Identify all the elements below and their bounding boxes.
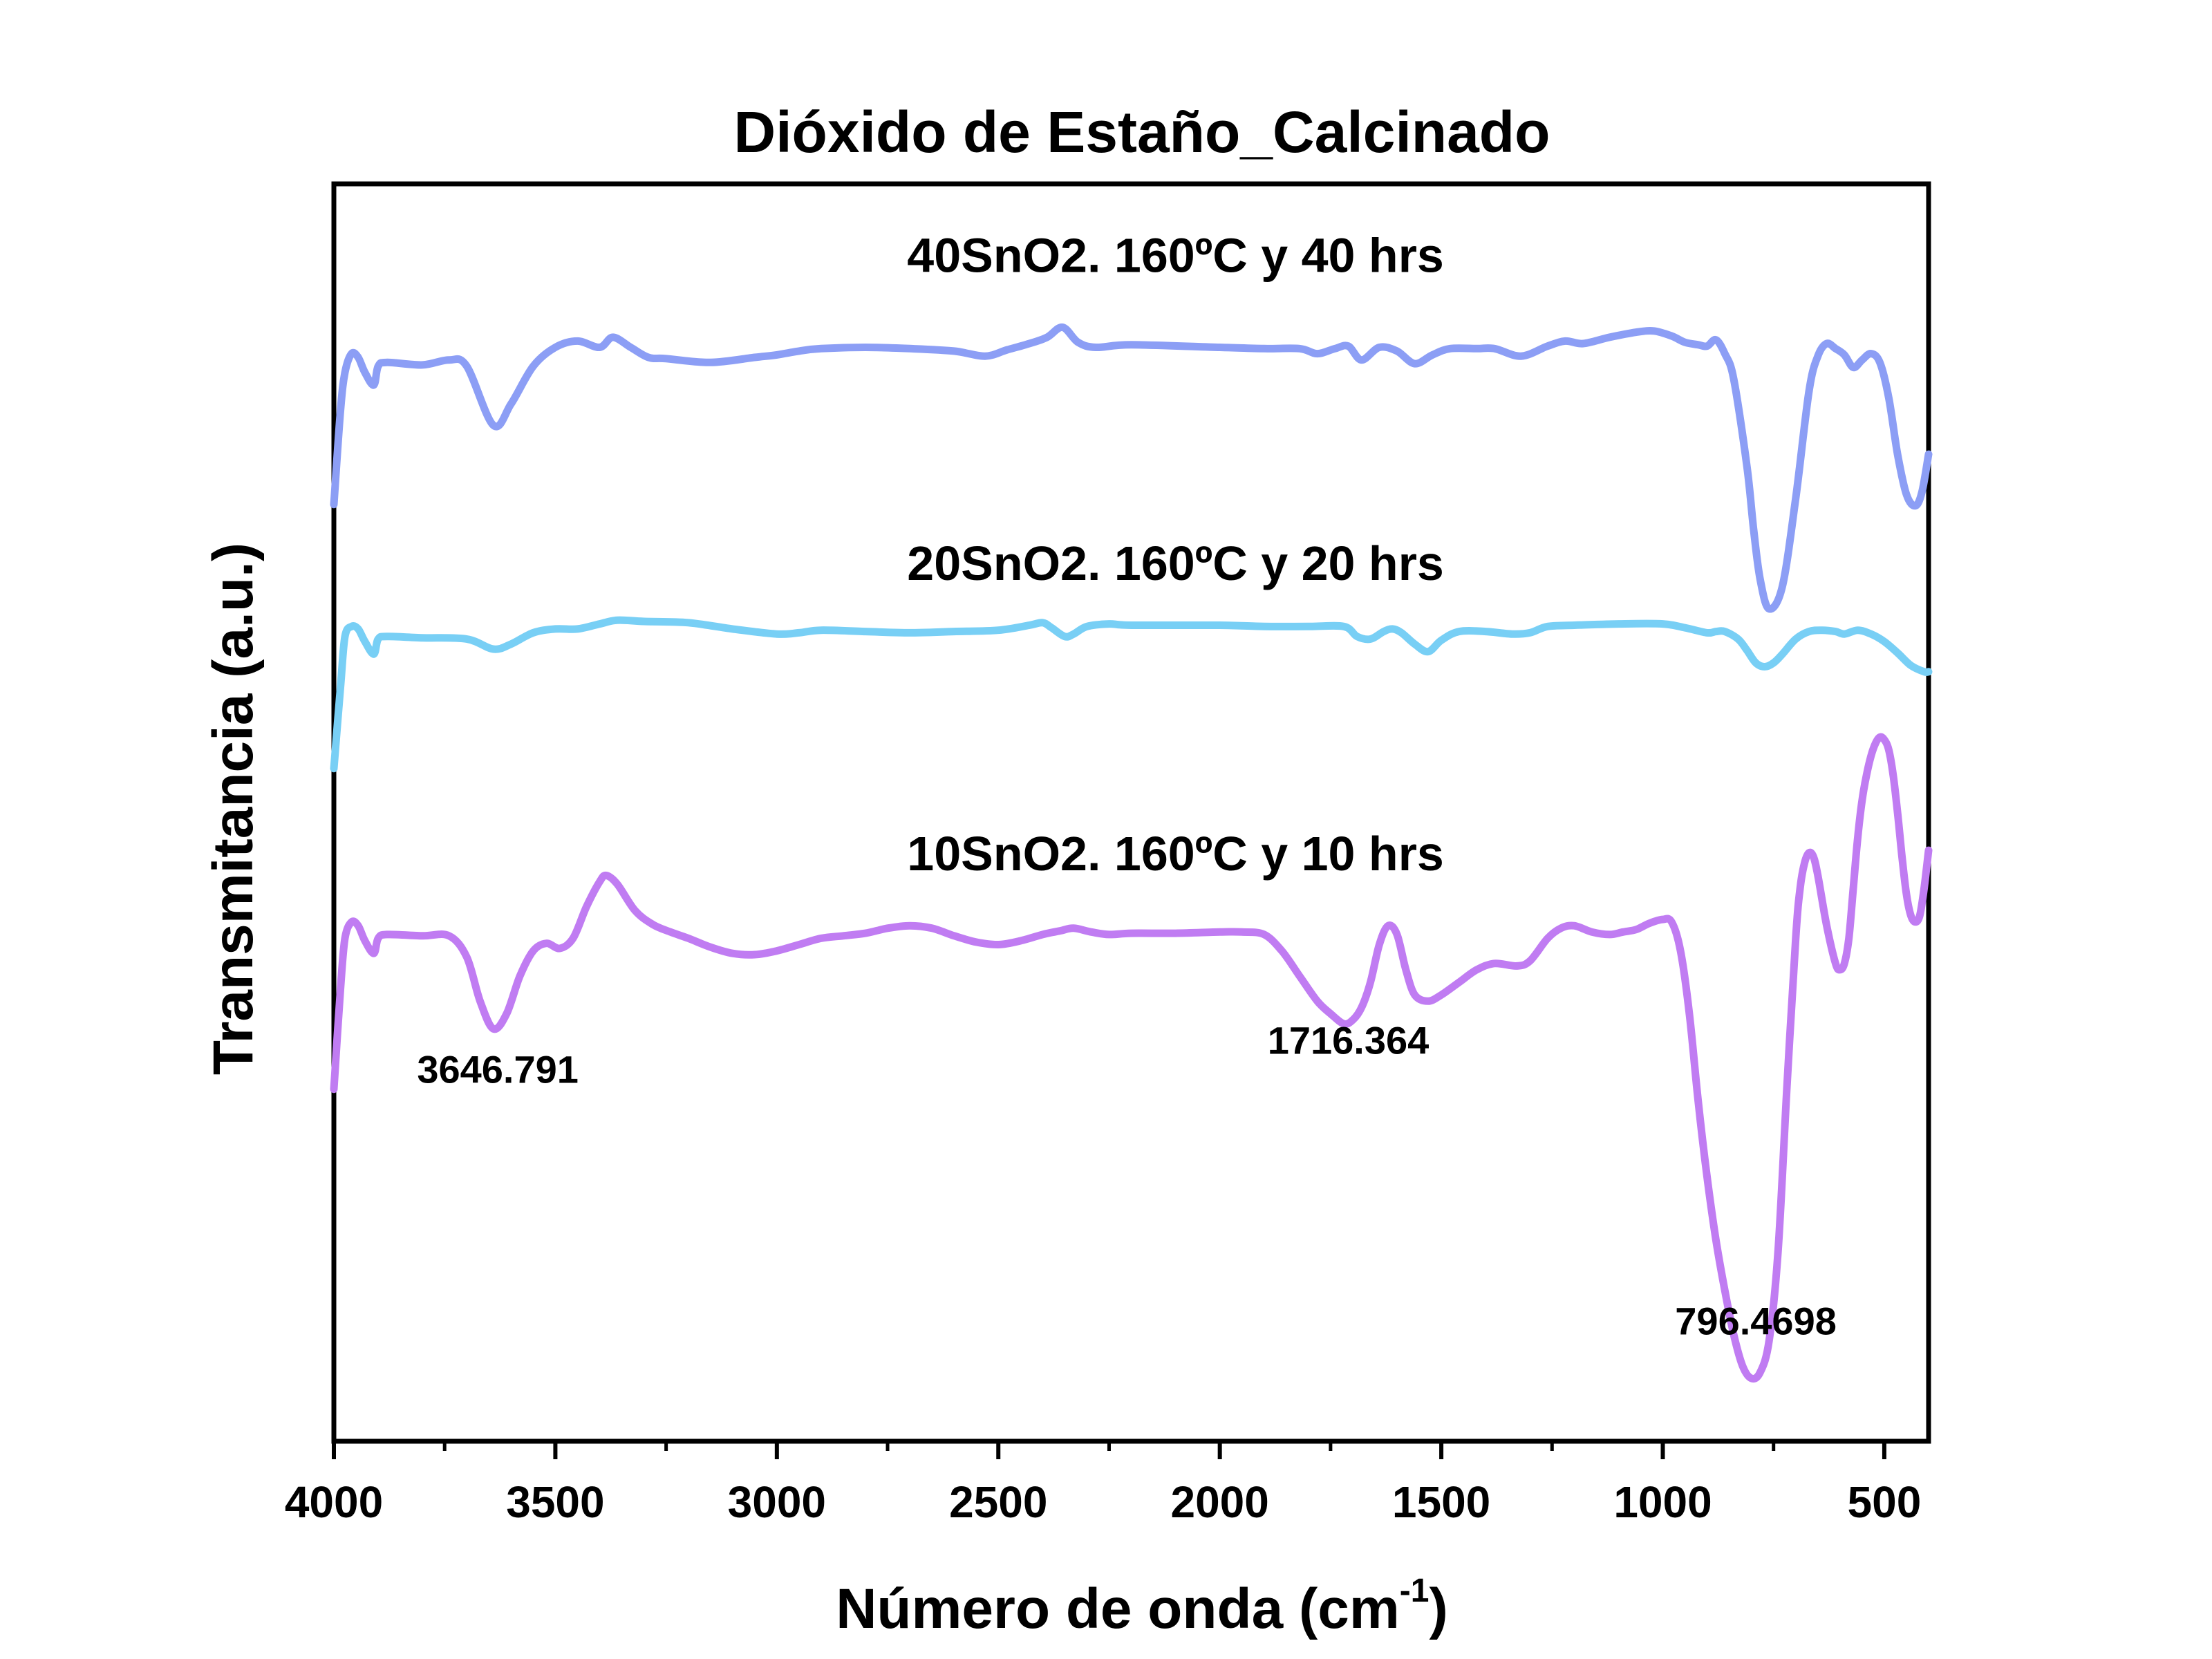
- series-10sno2-line: [330, 733, 1933, 1383]
- x-axis: 4000 3500 3000 2500 2000 1500 1000 500: [285, 1441, 1921, 1527]
- peak-label-796: 796.4698: [1675, 1299, 1837, 1342]
- x-axis-title-superscript: -1: [1400, 1573, 1430, 1609]
- series-label-20sno2: 20SnO2. 160ºC y 20 hrs: [907, 536, 1444, 590]
- x-tick-label: 1500: [1392, 1477, 1490, 1527]
- peak-label-3646: 3646.791: [417, 1048, 579, 1091]
- chart-title: Dióxido de Estaño_Calcinado: [734, 100, 1550, 165]
- series-40sno2-line: [330, 323, 1933, 613]
- series-layer: [330, 323, 1933, 1383]
- x-tick-label: 1000: [1613, 1477, 1712, 1527]
- plot-frame: [331, 181, 1931, 1444]
- series-label-10sno2: 10SnO2. 160ºC y 10 hrs: [907, 827, 1444, 881]
- x-axis-title: Número de onda (cm-1): [836, 1573, 1448, 1640]
- annotation-layer: 40SnO2. 160ºC y 40 hrs 20SnO2. 160ºC y 20…: [417, 228, 1837, 1342]
- x-tick-label: 4000: [285, 1477, 383, 1527]
- x-tick-label: 500: [1848, 1477, 1922, 1527]
- x-tick-label: 3000: [728, 1477, 826, 1527]
- x-tick-label: 2000: [1170, 1477, 1268, 1527]
- y-axis-title: Transmitancia (a.u.): [202, 543, 265, 1075]
- x-tick-label: 3500: [506, 1477, 604, 1527]
- x-tick-label: 2500: [949, 1477, 1047, 1527]
- series-label-40sno2: 40SnO2. 160ºC y 40 hrs: [907, 228, 1444, 282]
- x-axis-title-end: ): [1429, 1577, 1447, 1640]
- plot-border: [331, 181, 1931, 1444]
- peak-label-1716: 1716.364: [1268, 1019, 1430, 1062]
- series-20sno2-line: [330, 616, 1933, 773]
